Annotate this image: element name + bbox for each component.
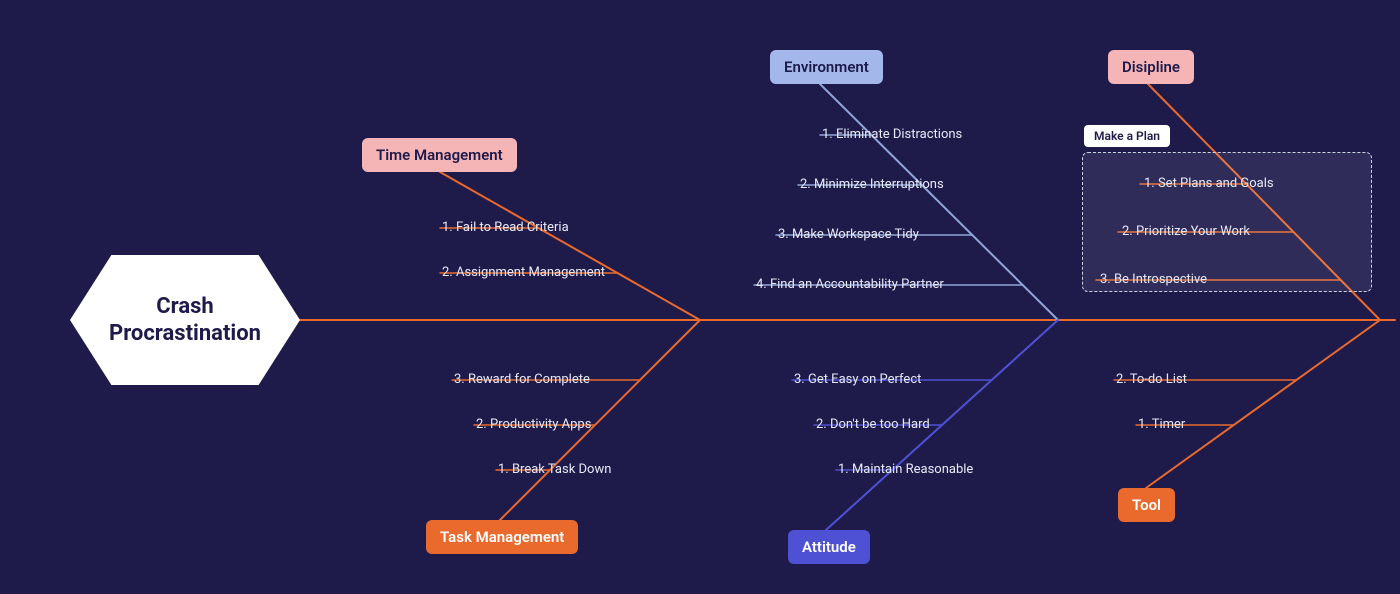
topic-discipline-0: 1. Set Plans and Goals [1144,176,1274,191]
topic-discipline-2: 3. Be Introspective [1100,272,1207,287]
topic-task-management-2: 1. Break Task Down [498,462,611,477]
fishbone-diagram: CrashProcrastination 1. Fail to Read Crit… [0,0,1400,594]
topic-time-management-0: 1. Fail to Read Criteria [442,220,569,235]
topic-environment-3: 4. Find an Accountability Partner [756,277,944,292]
topic-environment-0: 1. Eliminate Distractions [822,127,962,142]
topic-tool-0: 2. To-do List [1116,372,1187,387]
category-task-management: Task Management [426,520,578,554]
topic-attitude-1: 2. Don't be too Hard [816,417,930,432]
topic-task-management-1: 2. Productivity Apps [476,417,591,432]
topic-discipline-1: 2. Prioritize Your Work [1122,224,1250,239]
fishbone-head: CrashProcrastination [70,255,300,385]
category-environment: Environment [770,50,883,84]
category-tool: Tool [1118,488,1175,522]
fishbone-head-label: CrashProcrastination [109,293,261,348]
category-attitude: Attitude [788,530,870,564]
callout-box-discipline [1082,152,1372,292]
category-time-management: Time Management [362,138,517,172]
topic-environment-1: 2. Minimize Interruptions [800,177,944,192]
topic-task-management-0: 3. Reward for Complete [454,372,590,387]
callout-label-discipline: Make a Plan [1084,125,1170,147]
topic-attitude-0: 3. Get Easy on Perfect [794,372,921,387]
category-discipline: Disipline [1108,50,1194,84]
topic-time-management-1: 2. Assignment Management [442,265,605,280]
topic-tool-1: 1. Timer [1138,417,1185,432]
topic-attitude-2: 1. Maintain Reasonable [838,462,973,477]
topic-environment-2: 3. Make Workspace Tidy [778,227,919,242]
